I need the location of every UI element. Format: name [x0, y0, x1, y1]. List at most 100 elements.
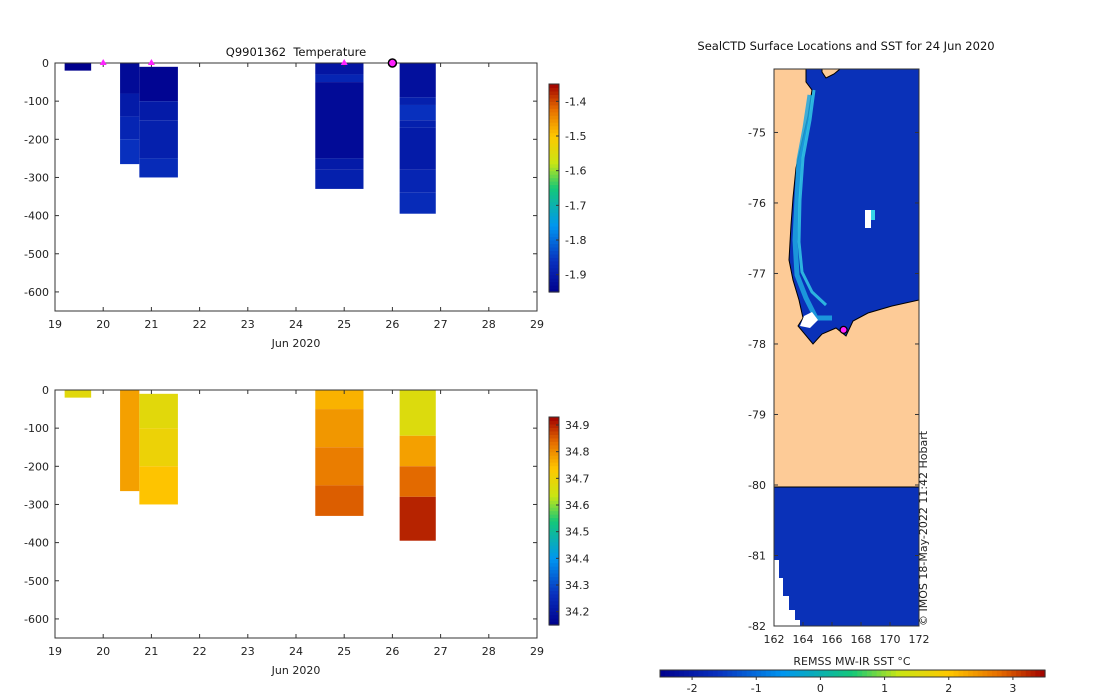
- profile-4-band-1: [399, 97, 436, 105]
- colorbar-segment: [549, 579, 559, 584]
- ocean-sst-south: [774, 487, 919, 626]
- map-colorbar-segment: [737, 670, 743, 677]
- colorbar-segment: [549, 260, 559, 265]
- map-colorbar-segment: [963, 670, 969, 677]
- map-colorbar-segment: [770, 670, 777, 677]
- map-colorbar-segment: [842, 670, 849, 677]
- y-tick-label: -600: [24, 613, 49, 626]
- colorbar-tick-label: -1.8: [565, 234, 586, 247]
- profile-3-band-4: [315, 169, 364, 189]
- colorbar-segment: [549, 500, 559, 505]
- map-colorbar-segment: [910, 670, 916, 677]
- surface-fix-marker: [147, 59, 155, 65]
- colorbar-segment: [549, 115, 559, 120]
- map-colorbar-segment: [688, 670, 695, 677]
- map-colorbar-segment: [943, 670, 950, 677]
- map-colorbar-segment: [761, 670, 767, 677]
- profile-1-band-2: [120, 116, 140, 140]
- colorbar-tick-label: -1.6: [565, 165, 586, 178]
- colorbar-segment: [549, 420, 559, 425]
- map-colorbar-segment: [727, 670, 733, 677]
- map-colorbar-segment: [660, 670, 666, 677]
- colorbar-segment: [549, 205, 559, 210]
- colorbar-segment: [549, 267, 559, 272]
- map-colorbar-segment: [746, 670, 753, 677]
- x-tick-label: 23: [241, 645, 255, 658]
- x-tick-label: 26: [385, 318, 399, 331]
- colorbar-segment: [549, 191, 559, 196]
- x-tick-label: 22: [193, 318, 207, 331]
- map-y-tick-label: -80: [748, 479, 766, 492]
- map-colorbar-segment: [833, 670, 839, 677]
- map-y-tick-label: -77: [748, 267, 766, 280]
- y-tick-label: -300: [24, 498, 49, 511]
- colorbar-segment: [549, 427, 559, 432]
- map-colorbar-segment: [1020, 670, 1027, 677]
- colorbar-segment: [549, 527, 559, 532]
- map-colorbar-segment: [866, 670, 873, 677]
- colorbar-segment: [549, 122, 559, 127]
- profile-3-band-1: [315, 74, 364, 83]
- colorbar-segment: [549, 139, 559, 144]
- y-tick-label: -100: [24, 422, 49, 435]
- colorbar-segment: [549, 233, 559, 238]
- map-colorbar-segment: [977, 670, 984, 677]
- profile-4-band-5: [399, 169, 436, 193]
- y-tick-label: -500: [24, 248, 49, 261]
- colorbar-segment: [549, 562, 559, 567]
- map-colorbar-segment: [919, 670, 926, 677]
- x-tick-label: 26: [385, 645, 399, 658]
- colorbar-segment: [549, 278, 559, 283]
- colorbar-segment: [549, 90, 559, 95]
- map-colorbar-segment: [847, 670, 854, 677]
- ice-edge-coast: [800, 312, 818, 328]
- colorbar-segment: [549, 548, 559, 553]
- colorbar-tick-label: -1.4: [565, 95, 586, 108]
- map-colorbar-segment: [669, 670, 676, 677]
- x-tick-label: 24: [289, 318, 303, 331]
- ice-patch: [871, 210, 875, 220]
- colorbar-segment: [549, 229, 559, 234]
- temperature-title: Q9901362 Temperature: [226, 45, 366, 59]
- profile-3-band-0: [315, 63, 364, 75]
- colorbar-segment: [549, 87, 559, 92]
- colorbar-segment: [549, 281, 559, 286]
- colorbar-segment: [549, 208, 559, 213]
- map-colorbar-segment: [823, 670, 830, 677]
- map-colorbar-tick-label: -2: [687, 682, 698, 695]
- colorbar-segment: [549, 215, 559, 220]
- x-tick-label: 24: [289, 645, 303, 658]
- y-tick-label: -300: [24, 171, 49, 184]
- colorbar-segment: [549, 604, 559, 609]
- colorbar-segment: [549, 170, 559, 175]
- map-colorbar-tick-label: 0: [817, 682, 824, 695]
- colorbar-tick-label: 34.9: [565, 419, 590, 432]
- x-tick-label: 25: [337, 645, 351, 658]
- map-colorbar-segment: [1011, 670, 1017, 677]
- colorbar-tick-label: 34.4: [565, 552, 590, 565]
- colorbar-segment: [549, 486, 559, 491]
- salinity-xlabel: Jun 2020: [271, 664, 321, 677]
- profile-1-band-0: [120, 63, 140, 94]
- x-tick-label: 25: [337, 318, 351, 331]
- profile-3-band-0: [315, 390, 364, 410]
- profile-3-band-3: [315, 485, 364, 516]
- colorbar-segment: [549, 181, 559, 186]
- map-colorbar-segment: [1025, 670, 1032, 677]
- colorbar-segment: [549, 618, 559, 623]
- map-y-tick-label: -81: [748, 549, 766, 562]
- colorbar-segment: [549, 430, 559, 435]
- map-colorbar-segment: [905, 670, 911, 677]
- map-y-tick-label: -78: [748, 338, 766, 351]
- map-colorbar-segment: [684, 670, 690, 677]
- colorbar-segment: [549, 593, 559, 598]
- x-tick-label: 28: [482, 318, 496, 331]
- colorbar-segment: [549, 194, 559, 199]
- map-x-tick-label: 170: [880, 633, 901, 646]
- profile-2-band-2: [139, 466, 178, 505]
- profile-3-band-2: [315, 447, 364, 486]
- map-colorbar-segment: [987, 670, 993, 677]
- colorbar-segment: [549, 451, 559, 456]
- colorbar-segment: [549, 507, 559, 512]
- seal-location-marker: [839, 325, 848, 334]
